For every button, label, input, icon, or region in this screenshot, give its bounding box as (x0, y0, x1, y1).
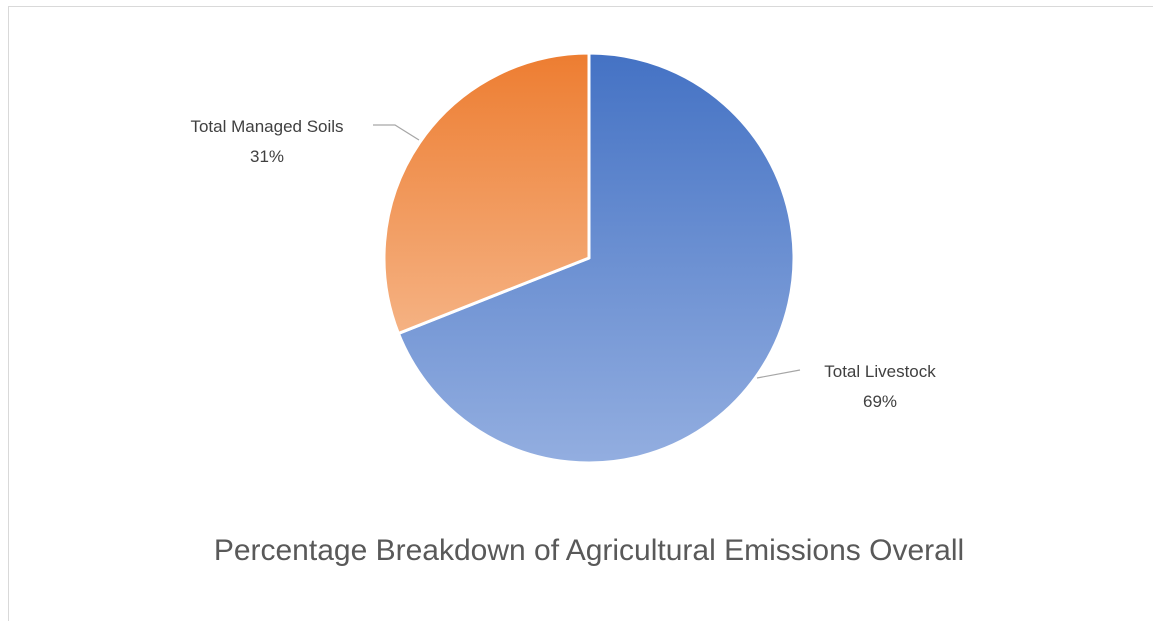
slice-label-livestock-name: Total Livestock (824, 362, 936, 381)
chart-title: Percentage Breakdown of Agricultural Emi… (214, 534, 964, 567)
pie-slice-total-livestock (396, 51, 796, 465)
slice-label-managed-soils-value: 31% (250, 147, 284, 166)
slice-label-managed-soils-name: Total Managed Soils (190, 117, 343, 136)
leader-line-managed-soils (373, 124, 420, 141)
slice-label-livestock-value: 69% (863, 392, 897, 411)
slices-layer (382, 51, 796, 465)
leader-line-livestock (756, 369, 801, 379)
labels-layer: Total Livestock 69% Total Managed Soils … (190, 117, 936, 411)
pie-slice-total-managed-soils (382, 51, 591, 335)
